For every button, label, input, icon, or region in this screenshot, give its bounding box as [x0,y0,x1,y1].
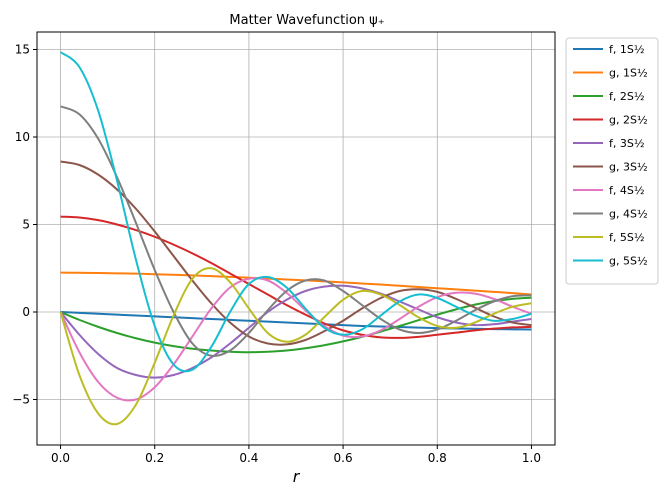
series-line-4 [60,215,532,339]
series-lines [59,51,532,426]
x-tick-label: 0.8 [428,451,447,465]
y-tick-label: 10 [15,130,30,144]
y-tick-label: 0 [22,305,30,319]
grid-lines [37,32,555,445]
x-tick-label: 0.2 [145,451,164,465]
legend-label: g, 3S½ [609,161,648,174]
plot-frame [36,31,556,446]
legend-label: f, 3S½ [609,137,645,150]
legend-label: f, 4S½ [609,184,645,197]
x-axis-label: r [293,467,301,486]
legend-label: g, 5S½ [609,255,648,268]
chart-title: Matter Wavefunction ψ₊ [229,13,384,28]
legend-label: g, 4S½ [609,208,648,221]
series-line-2 [60,271,532,296]
x-tick-label: 0.4 [239,451,258,465]
legend: f, 1S½ g, 1S½ f, 2S½ g, 2S½ f, 3S½ g, 3S½ f, 4… [565,37,659,285]
y-tick-label: 15 [15,43,30,57]
y-tick-label: −5 [12,393,30,407]
legend-label: f, 1S½ [609,43,645,56]
x-tick-label: 0.6 [334,451,353,465]
series-line-9 [59,267,532,426]
series-line-10 [59,51,532,373]
series-line-6 [60,160,532,346]
legend-label: g, 2S½ [609,114,648,127]
x-tick-label: 0.0 [51,451,70,465]
legend-box [565,37,659,285]
x-axis-ticks: 0.0 0.2 0.4 0.6 0.8 1.0 [51,445,541,465]
legend-label: f, 5S½ [609,231,645,244]
series-line-8 [60,105,532,358]
y-axis-ticks: −5 0 5 10 15 [12,43,37,407]
legend-label: g, 1S½ [609,67,648,80]
series-line-3 [60,296,532,354]
legend-label: f, 2S½ [609,90,645,103]
series-line-7 [59,277,532,402]
y-tick-label: 5 [22,218,30,232]
x-tick-label: 1.0 [522,451,541,465]
